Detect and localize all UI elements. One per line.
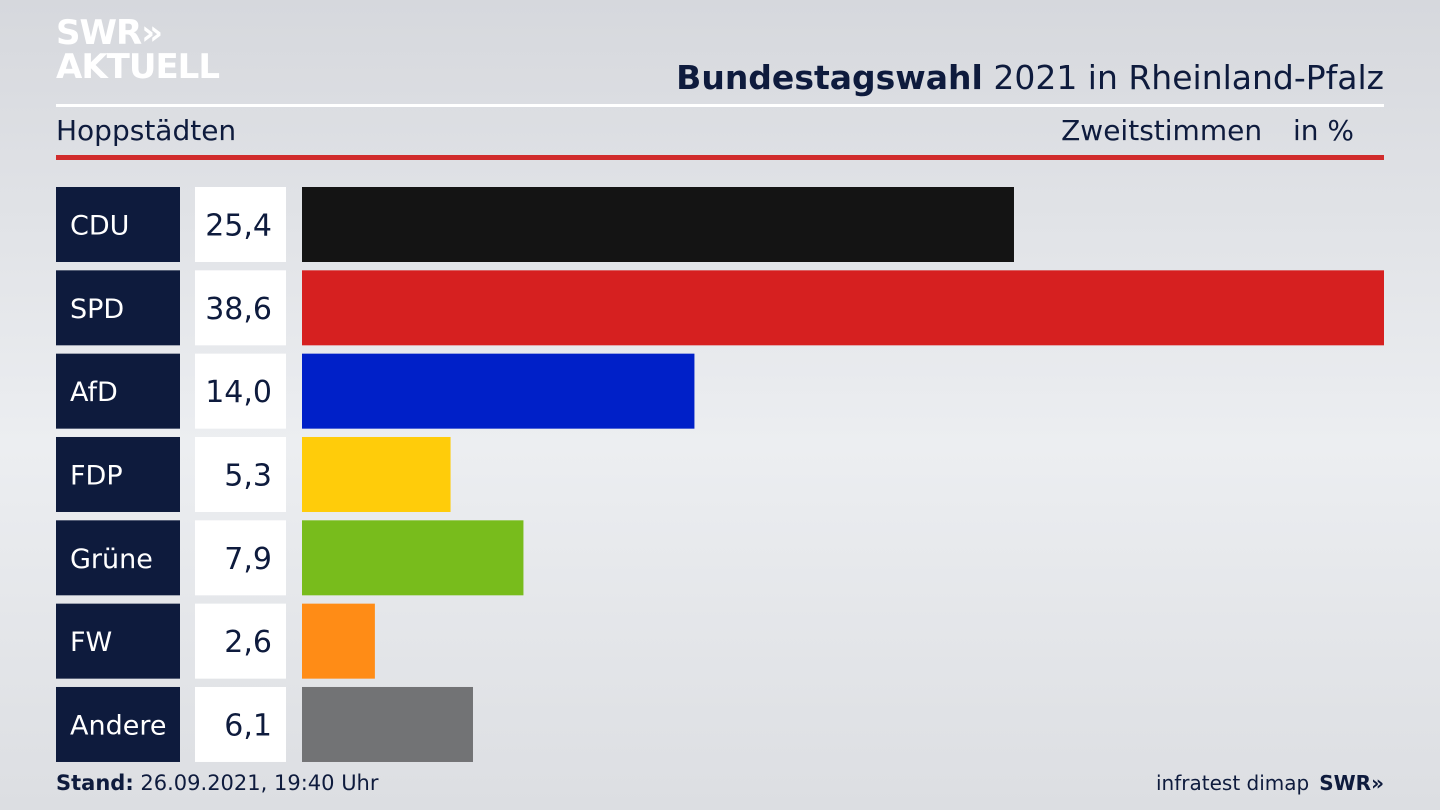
party-label-cdu: CDU [70,211,129,242]
stand-value: 26.09.2021, 19:40 Uhr [140,771,379,795]
location-label: Hoppstädten [56,114,237,147]
bar-cdu [302,187,1014,262]
bar-gr-ne [302,520,524,596]
party-label-box-gr-ne [56,520,180,596]
bar-andere [302,686,473,762]
bar-fw [302,603,375,679]
value-label-fdp: 5,3 [224,458,272,493]
value-box-cdu [195,187,286,262]
bar-spd [302,270,1384,346]
value-box-fdp [195,436,286,512]
value-box-afd [195,353,286,429]
value-label-spd: 38,6 [205,292,272,327]
logo-line-swr: SWR» [56,13,163,53]
party-label-afd: AfD [70,377,118,408]
party-label-box-fdp [56,436,180,512]
source-label: infratest dimap [1156,771,1310,795]
chart-title: Bundestagswahl 2021 in Rheinland-Pfalz [676,58,1384,97]
party-label-andere: Andere [70,710,166,741]
header-divider [56,104,1384,107]
logo-line-aktuell: AKTUELL [56,47,220,87]
party-label-box-afd [56,353,180,429]
party-label-box-fw [56,603,180,679]
party-label-box-cdu [56,187,180,262]
vote-type-label: Zweitstimmen in % [1061,114,1354,147]
title-bold: Bundestagswahl [676,58,983,97]
party-label-fw: FW [70,627,112,658]
source-credit: infratest dimap SWR» [1156,771,1384,795]
bar-fdp [302,436,451,512]
party-label-box-andere [56,686,180,762]
bar-afd [302,353,695,429]
swr-brand: SWR» [1319,771,1384,795]
value-box-andere [195,686,286,762]
vote-type: Zweitstimmen [1061,114,1263,147]
value-label-andere: 6,1 [224,708,272,743]
party-label-spd: SPD [70,294,124,325]
value-label-fw: 2,6 [224,625,272,660]
unit-label: in % [1292,114,1354,147]
value-box-spd [195,270,286,346]
timestamp: Stand: 26.09.2021, 19:40 Uhr [56,771,379,795]
swr-aktuell-logo: SWR» AKTUELL [56,13,220,87]
title-rest: 2021 in Rheinland-Pfalz [993,58,1384,97]
party-label-gr-ne: Grüne [70,544,153,575]
party-label-box-spd [56,270,180,346]
value-label-afd: 14,0 [205,375,272,410]
value-label-gr-ne: 7,9 [224,542,272,577]
value-label-cdu: 25,4 [205,209,272,244]
party-label-fdp: FDP [70,460,123,491]
stand-label: Stand: [56,771,134,795]
subtitle-divider [56,155,1384,160]
value-box-gr-ne [195,520,286,596]
value-box-fw [195,603,286,679]
